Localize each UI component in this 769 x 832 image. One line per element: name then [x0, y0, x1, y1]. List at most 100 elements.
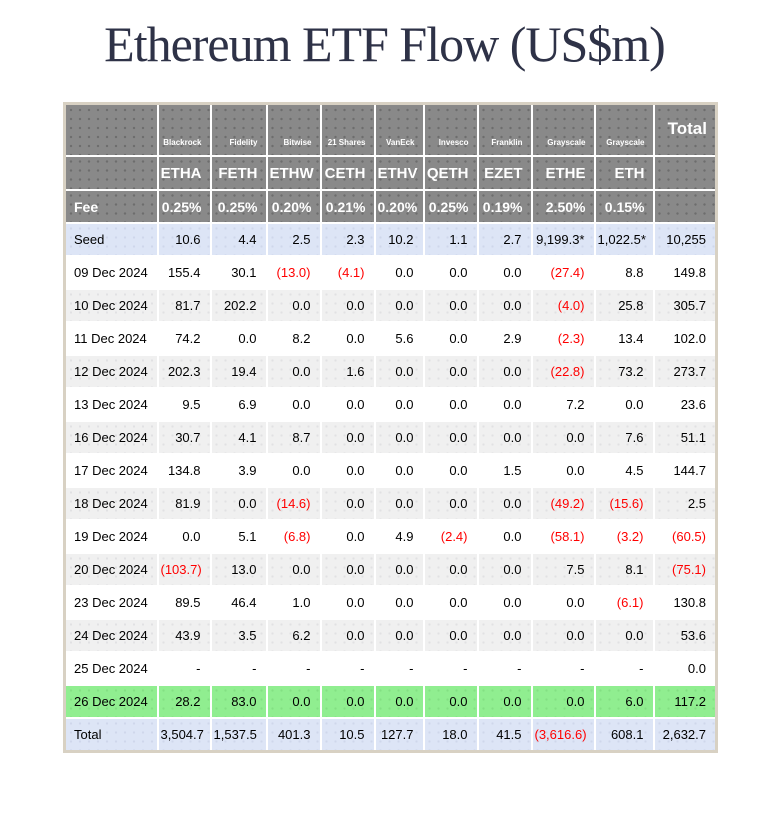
- header-spacer-cell: [63, 155, 159, 191]
- value-cell: 0.0: [265, 387, 322, 422]
- row-total-cell: (75.1): [652, 552, 718, 587]
- value-cell: 1,537.5: [209, 717, 268, 753]
- row-total-cell: 53.6: [652, 618, 718, 653]
- value-cell: -: [422, 651, 479, 686]
- value-cell: 0.0: [476, 552, 533, 587]
- value-cell: -: [319, 651, 376, 686]
- value-cell: 0.0: [422, 486, 479, 521]
- row-total-cell: 23.6: [652, 387, 718, 422]
- value-cell: -: [265, 651, 322, 686]
- value-cell: 0.0: [373, 552, 425, 587]
- ticker-header-cell: FETH: [209, 155, 268, 191]
- value-cell: 1.5: [476, 453, 533, 488]
- value-cell: 202.3: [156, 354, 212, 389]
- value-cell: 81.9: [156, 486, 212, 521]
- issuer-header-cell: Franklin: [476, 102, 533, 157]
- value-cell: 10.2: [373, 222, 425, 257]
- value-cell: 0.0: [476, 420, 533, 455]
- value-cell: 4.5: [593, 453, 655, 488]
- value-cell: 0.0: [265, 288, 322, 323]
- issuer-header-cell: Bitwise: [265, 102, 322, 157]
- value-cell: 0.0: [422, 387, 479, 422]
- table-row: Seed 10.6 4.4 2.5 2.3 10.2 1.1 2.7 9,199.3* 1,022…: [63, 222, 718, 257]
- value-cell: 0.0: [530, 420, 596, 455]
- value-cell: 13.0: [209, 552, 268, 587]
- value-cell: 25.8: [593, 288, 655, 323]
- row-total-cell: 10,255: [652, 222, 718, 257]
- value-cell: 0.0: [209, 486, 268, 521]
- etf-flow-table: Blackrock Fidelity Bitwise 21 Shares VanEck I…: [63, 102, 718, 753]
- row-label: Total: [63, 717, 159, 753]
- issuer-header-cell: VanEck: [373, 102, 425, 157]
- table-row: 12 Dec 2024 202.3 19.4 0.0 1.6 0.0 0.0 0.0 (22.8…: [63, 354, 718, 389]
- value-cell: 0.0: [265, 453, 322, 488]
- value-cell: 83.0: [209, 684, 268, 719]
- table-row: 20 Dec 2024 (103.7) 13.0 0.0 0.0 0.0 0.0 0.0 7.5…: [63, 552, 718, 587]
- value-cell: -: [593, 651, 655, 686]
- value-cell: 7.6: [593, 420, 655, 455]
- value-cell: (3,616.6): [530, 717, 596, 753]
- value-cell: 0.0: [373, 618, 425, 653]
- value-cell: 0.0: [530, 618, 596, 653]
- value-cell: 127.7: [373, 717, 425, 753]
- value-cell: 0.0: [530, 684, 596, 719]
- value-cell: 0.0: [422, 684, 479, 719]
- value-cell: 2.3: [319, 222, 376, 257]
- value-cell: 0.0: [319, 519, 376, 554]
- value-cell: 0.0: [319, 585, 376, 620]
- page: Ethereum ETF Flow (US$m) Blackrock Fideli…: [0, 12, 769, 753]
- value-cell: 0.0: [373, 288, 425, 323]
- value-cell: (49.2): [530, 486, 596, 521]
- table-row: 11 Dec 2024 74.2 0.0 8.2 0.0 5.6 0.0 2.9 (2.3) 13…: [63, 321, 718, 356]
- fee-row-label: Fee: [63, 189, 159, 224]
- ticker-header-cell: ETHE: [530, 155, 596, 191]
- value-cell: 0.0: [476, 288, 533, 323]
- fee-cell: 0.21%: [319, 189, 376, 224]
- value-cell: (13.0): [265, 255, 322, 290]
- value-cell: 0.0: [422, 420, 479, 455]
- value-cell: 0.0: [476, 486, 533, 521]
- value-cell: (58.1): [530, 519, 596, 554]
- fee-cell: 0.25%: [422, 189, 479, 224]
- row-label: 13 Dec 2024: [63, 387, 159, 422]
- value-cell: 5.6: [373, 321, 425, 356]
- value-cell: 89.5: [156, 585, 212, 620]
- header-spacer-cell: [63, 102, 159, 157]
- value-cell: 0.0: [373, 453, 425, 488]
- value-cell: 13.4: [593, 321, 655, 356]
- value-cell: -: [476, 651, 533, 686]
- row-label: 12 Dec 2024: [63, 354, 159, 389]
- value-cell: 0.0: [476, 684, 533, 719]
- value-cell: 81.7: [156, 288, 212, 323]
- row-total-cell: 2.5: [652, 486, 718, 521]
- value-cell: 0.0: [319, 288, 376, 323]
- value-cell: (14.6): [265, 486, 322, 521]
- header-spacer-cell: [652, 155, 718, 191]
- value-cell: 30.7: [156, 420, 212, 455]
- value-cell: (2.4): [422, 519, 479, 554]
- value-cell: 0.0: [476, 519, 533, 554]
- row-label: 11 Dec 2024: [63, 321, 159, 356]
- row-label: 26 Dec 2024: [63, 684, 159, 719]
- row-total-cell: 130.8: [652, 585, 718, 620]
- value-cell: 10.6: [156, 222, 212, 257]
- issuer-header-cell: 21 Shares: [319, 102, 376, 157]
- value-cell: (2.3): [530, 321, 596, 356]
- table-row: 10 Dec 2024 81.7 202.2 0.0 0.0 0.0 0.0 0.0 (4.0)…: [63, 288, 718, 323]
- ticker-header-cell: CETH: [319, 155, 376, 191]
- value-cell: 0.0: [476, 618, 533, 653]
- value-cell: 4.4: [209, 222, 268, 257]
- value-cell: 0.0: [373, 585, 425, 620]
- issuer-header-cell: Invesco: [422, 102, 479, 157]
- table-row: Total 3,504.7 1,537.5 401.3 10.5 127.7 18.0 41.…: [63, 717, 718, 753]
- value-cell: 0.0: [530, 453, 596, 488]
- row-label: 18 Dec 2024: [63, 486, 159, 521]
- fee-cell: 0.15%: [593, 189, 655, 224]
- value-cell: 1.1: [422, 222, 479, 257]
- value-cell: 0.0: [209, 321, 268, 356]
- row-total-cell: 0.0: [652, 651, 718, 686]
- value-cell: (103.7): [156, 552, 212, 587]
- value-cell: 3.5: [209, 618, 268, 653]
- value-cell: 2.7: [476, 222, 533, 257]
- table-row: 26 Dec 2024 28.2 83.0 0.0 0.0 0.0 0.0 0.0 0.0 6.0…: [63, 684, 718, 719]
